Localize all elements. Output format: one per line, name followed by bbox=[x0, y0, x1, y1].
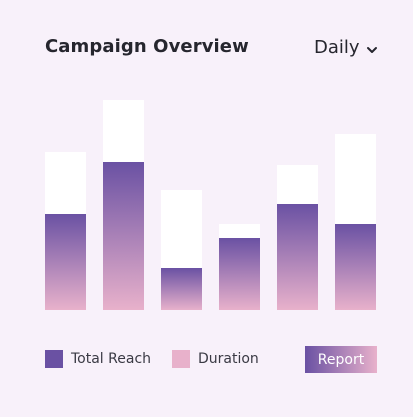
period-label: Daily bbox=[314, 37, 360, 58]
bar-total-reach-2 bbox=[103, 162, 144, 310]
page-title: Campaign Overview bbox=[45, 36, 249, 57]
duration-swatch bbox=[172, 350, 190, 368]
period-dropdown[interactable]: Daily bbox=[314, 37, 378, 58]
legend-item-total-reach: Total Reach bbox=[45, 350, 151, 368]
chevron-down-icon bbox=[366, 46, 377, 53]
bar-total-reach-1 bbox=[45, 214, 86, 310]
bar-total-reach-5 bbox=[277, 204, 318, 310]
bar-total-reach-3 bbox=[161, 268, 202, 310]
bar-total-reach-4 bbox=[219, 238, 260, 310]
legend-item-duration: Duration bbox=[172, 350, 259, 368]
legend-label-duration: Duration bbox=[198, 351, 259, 367]
bar-group bbox=[45, 100, 376, 310]
bar-total-reach-6 bbox=[335, 224, 376, 310]
report-button[interactable]: Report bbox=[305, 346, 377, 373]
total-reach-swatch bbox=[45, 350, 63, 368]
report-label: Report bbox=[317, 351, 365, 368]
legend-label-total-reach: Total Reach bbox=[71, 351, 152, 367]
